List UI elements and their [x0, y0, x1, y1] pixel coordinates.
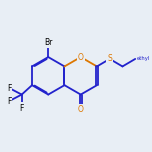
Text: F: F — [19, 104, 24, 113]
Text: Br: Br — [44, 38, 52, 47]
Text: O: O — [78, 53, 84, 62]
Text: F: F — [7, 97, 11, 106]
Text: S: S — [107, 54, 112, 63]
Text: F: F — [7, 83, 11, 93]
Text: ethyl: ethyl — [137, 56, 150, 61]
Text: O: O — [78, 105, 84, 114]
